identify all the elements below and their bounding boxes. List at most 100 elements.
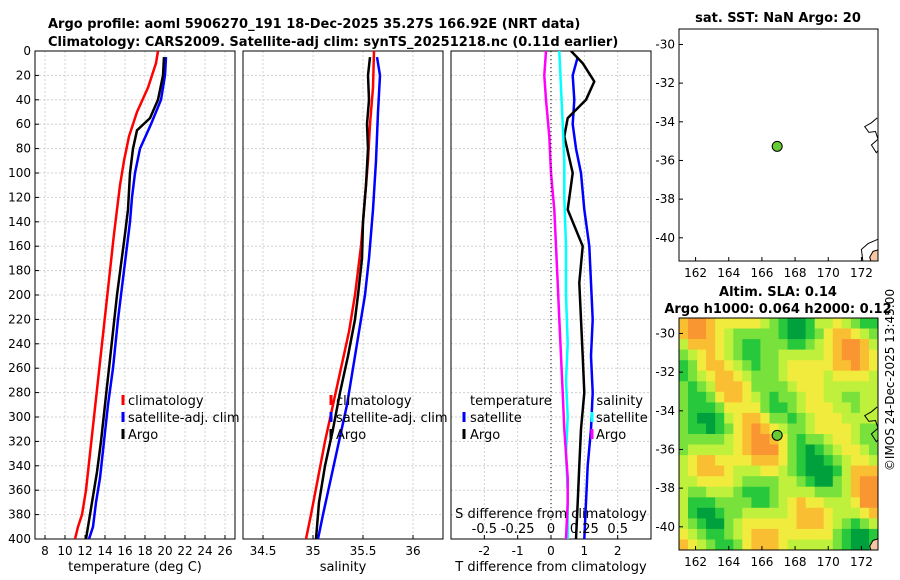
sla-cell: [724, 518, 734, 530]
sla-cell: [688, 360, 698, 372]
sla-cell: [814, 444, 825, 456]
legend-label: satellite-adj. clim: [128, 411, 240, 426]
sla-cell: [814, 455, 825, 467]
y-tick-label: 280: [8, 386, 31, 400]
sla-cell: [760, 360, 770, 372]
y-tick-label: 220: [8, 312, 31, 326]
sla-cell: [778, 381, 789, 393]
sla-cell: [841, 381, 852, 393]
sla-cell: [778, 455, 789, 467]
sla-cell: [796, 339, 807, 351]
sla-cell: [715, 497, 725, 509]
sla-cell: [859, 423, 870, 435]
sla-cell: [724, 412, 734, 424]
sla-cell: [679, 444, 689, 456]
x-tick-label: 36: [405, 544, 420, 558]
sla-cell: [769, 391, 780, 403]
sla-cell: [832, 360, 843, 372]
sla-cell: [841, 391, 852, 403]
sla-cell: [778, 486, 789, 498]
sla-cell: [733, 539, 743, 550]
sla-cell: [869, 412, 878, 424]
sla-cell: [742, 434, 752, 446]
sla-cell: [841, 328, 852, 340]
sla-cell: [724, 360, 734, 372]
sla-cell: [679, 465, 689, 477]
sla-cell: [859, 381, 870, 393]
sla-cell: [869, 349, 878, 361]
sla-cell: [742, 539, 752, 550]
sla-cell: [805, 465, 816, 477]
sla-cell: [814, 339, 825, 351]
sla-cell: [841, 444, 852, 456]
y-tick-label: 40: [16, 93, 31, 107]
sst-map-panel: 162 164 166 168 170 172 -30 -32 -34 -36 -38 -40: [655, 28, 879, 280]
sla-cell: [796, 434, 807, 446]
x-tick-label: 20: [157, 544, 172, 558]
legend-title-salinity: salinity: [596, 394, 643, 409]
sla-cell: [850, 328, 861, 340]
sla-cell: [733, 465, 743, 477]
sla-cell: [814, 349, 825, 361]
sla-cell: [733, 444, 743, 456]
sla-cell: [869, 370, 878, 382]
y-tick-label: -30: [655, 37, 675, 51]
sla-cell: [787, 360, 798, 372]
top-tick-label: 0.5: [607, 522, 628, 537]
x-tick-label: 2: [614, 544, 622, 558]
sla-cell: [760, 370, 770, 382]
sla-cell: [850, 349, 861, 361]
sla-cell: [733, 370, 743, 382]
y-tick-label: -36: [655, 153, 675, 167]
series-group: [543, 51, 596, 539]
sla-cell: [715, 391, 725, 403]
sla-cell: [751, 465, 761, 477]
sla-cell: [778, 328, 789, 340]
sla-cell: [796, 539, 807, 550]
sla-cell: [688, 370, 698, 382]
sla-cell: [706, 444, 716, 456]
sla-cell: [751, 391, 761, 403]
y-tick-label: 160: [8, 239, 31, 253]
sla-cell: [778, 360, 789, 372]
sla-cell: [697, 539, 707, 550]
sla-cell: [688, 412, 698, 424]
sla-cell: [850, 370, 861, 382]
sla-cell: [805, 455, 816, 467]
sla-cell: [697, 402, 707, 414]
sla-cell: [832, 391, 843, 403]
top-axis-label: S difference from climatology: [455, 507, 647, 522]
sla-cell: [760, 339, 770, 351]
y-tick-label: -38: [655, 192, 675, 206]
sla-cell: [850, 381, 861, 393]
sla-cell: [823, 328, 834, 340]
sla-cell: [697, 476, 707, 488]
sla-cell: [742, 497, 752, 509]
sla-cell: [706, 539, 716, 550]
sla-cell: [679, 518, 689, 530]
sla-cell: [751, 539, 761, 550]
sla-cell: [688, 434, 698, 446]
sla-cell: [715, 349, 725, 361]
y-tick-label: 80: [16, 142, 31, 156]
sla-cell: [869, 486, 878, 498]
sla-cell: [778, 507, 789, 519]
sla-cell: [688, 328, 698, 340]
sla-cell: [859, 349, 870, 361]
sla-cell: [706, 391, 716, 403]
sla-cell: [787, 402, 798, 414]
sla-cell: [697, 528, 707, 540]
sla-cell: [787, 381, 798, 393]
title-line-2: Climatology: CARS2009. Satellite-adj cli…: [48, 35, 618, 50]
sla-cell: [850, 423, 861, 435]
salinity-panel: 34.5 35 35.5 36 salinity climatology satellite…: [242, 50, 448, 575]
sla-cell: [869, 423, 878, 435]
sla-cell: [778, 476, 789, 488]
sla-cell: [814, 507, 825, 519]
sla-cell: [679, 402, 689, 414]
sla-cell: [823, 402, 834, 414]
sla-cell: [679, 412, 689, 424]
sla-cell: [697, 318, 707, 330]
sla-cell: [706, 507, 716, 519]
sla-cell: [742, 528, 752, 540]
